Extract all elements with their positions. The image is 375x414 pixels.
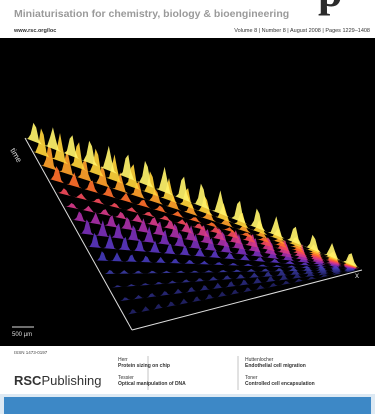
issue-info: Volume 8 | Number 8 | August 2008 | Page… [234, 28, 370, 34]
article-topic: Optical manipulation of DNA [118, 381, 186, 387]
bottom-bar [4, 397, 371, 414]
publisher: RSCPublishing [14, 373, 101, 388]
article-topic: Protein sizing on chip [118, 363, 170, 369]
publisher-bold: RSC [14, 373, 42, 388]
page: p Miniaturisation for chemistry, biology… [0, 0, 375, 414]
subtitle: Miniaturisation for chemistry, biology &… [14, 8, 289, 20]
journal-cover: p Miniaturisation for chemistry, biology… [0, 0, 375, 414]
scale-bar-label: 500 µm [12, 332, 32, 338]
axis-label: x [355, 271, 359, 280]
article-topic: Controlled cell encapsulation [245, 381, 315, 387]
url: www.rsc.org/loc [13, 28, 56, 34]
title-fragment: p [318, 0, 342, 16]
article-topic: Endothelial cell migration [245, 363, 306, 369]
issn: ISSN 1473-0197 [14, 350, 48, 355]
publisher-rest: Publishing [41, 373, 101, 388]
